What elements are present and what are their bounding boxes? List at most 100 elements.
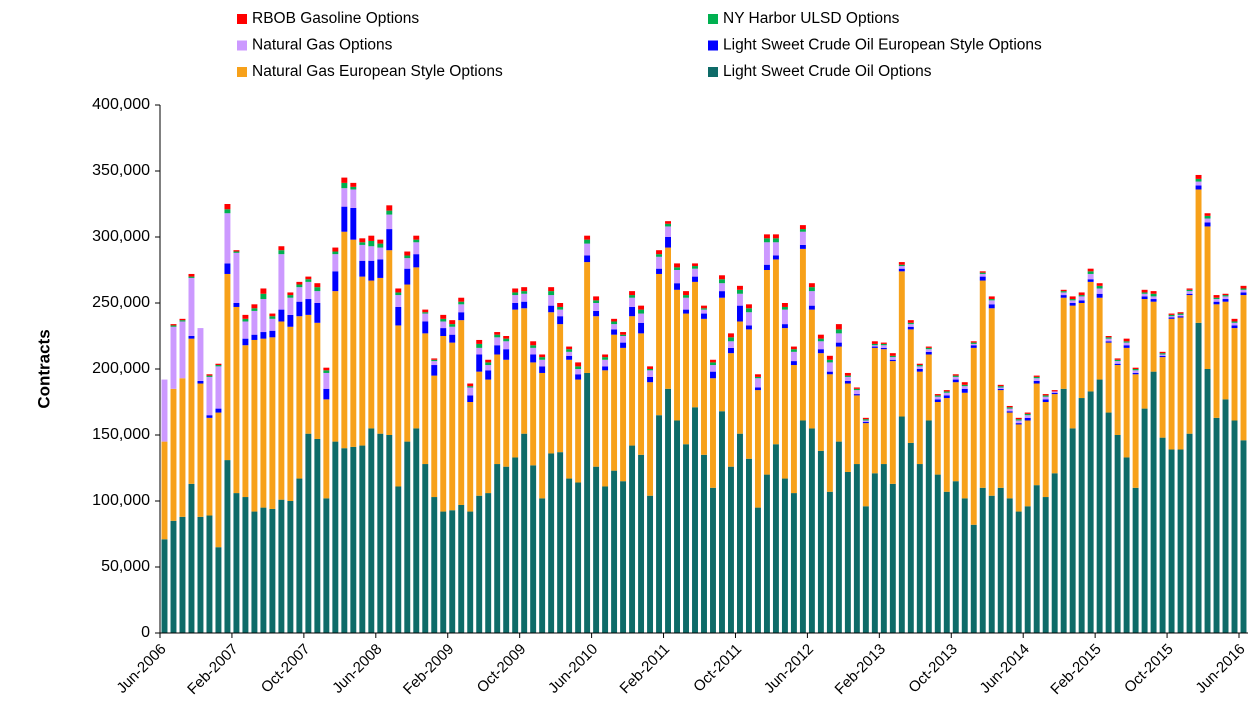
bar-segment [566, 346, 573, 350]
bar-segment [494, 354, 501, 465]
bar-segment [449, 334, 456, 343]
bar-segment [296, 284, 303, 288]
bar-segment [943, 390, 950, 392]
bar-segment [278, 321, 285, 500]
bar-segment [1132, 372, 1139, 375]
legend-swatch [708, 14, 718, 24]
bar-segment [584, 239, 591, 244]
bar-segment [862, 417, 869, 420]
bar-segment [584, 262, 591, 373]
bar-segment [431, 361, 438, 366]
bar-segment [368, 240, 375, 247]
bar-segment [458, 297, 465, 302]
bar-segment [188, 276, 195, 278]
bar-segment [638, 333, 645, 455]
bar-segment [422, 321, 429, 334]
bar-segment [988, 495, 995, 633]
bar-segment [161, 539, 168, 633]
x-tick-label: Oct-2009 [474, 641, 530, 697]
bar-segment [1060, 295, 1067, 298]
bar-segment [1168, 449, 1175, 633]
bar-segment [296, 316, 303, 479]
bar-segment [961, 392, 968, 499]
bar-segment [224, 460, 231, 633]
bar-segment [1015, 424, 1022, 512]
bar-segment [440, 511, 447, 633]
bar-segment [638, 309, 645, 314]
bar-segment [1123, 342, 1130, 346]
bar-segment [215, 363, 222, 366]
bar-segment [404, 441, 411, 633]
bar-segment [1240, 295, 1247, 441]
bar-segment [1069, 303, 1076, 306]
bar-segment [1033, 485, 1040, 633]
bar-segment [772, 444, 779, 633]
bar-segment [826, 374, 833, 492]
bar-segment [808, 305, 815, 310]
bar-segment [1132, 374, 1139, 488]
bar-segment [548, 312, 555, 454]
bar-segment [719, 275, 725, 280]
bar-segment [224, 263, 231, 274]
bar-segment [503, 349, 510, 360]
bar-segment [431, 375, 438, 498]
bar-segment [701, 305, 707, 309]
bar-segment [260, 299, 267, 333]
bar-segment [1006, 498, 1013, 633]
bar-segment [665, 247, 672, 389]
bar-segment [530, 345, 537, 348]
bar-segment [440, 336, 447, 512]
bar-segment [826, 371, 833, 375]
bar-segment [871, 346, 878, 348]
bar-segment [701, 318, 707, 455]
bar-segment [179, 378, 186, 517]
bar-segment [206, 417, 213, 516]
bar-segment [844, 375, 851, 377]
bar-segment [772, 242, 779, 256]
bar-segment [629, 297, 636, 307]
bar-segment [548, 305, 555, 313]
bar-segment [197, 380, 204, 384]
bar-segment [1078, 303, 1085, 399]
bar-segment [395, 295, 402, 307]
bar-segment [1186, 433, 1193, 633]
bar-segment [1033, 375, 1040, 377]
bar-segment [332, 291, 339, 442]
bar-segment [530, 347, 537, 355]
bar-segment [413, 242, 420, 255]
bar-segment [970, 524, 977, 633]
bar-segment [871, 347, 878, 474]
bar-segment [826, 362, 833, 372]
bar-segment [943, 395, 950, 399]
bar-segment [907, 320, 914, 323]
bar-segment [296, 287, 303, 302]
bar-segment [314, 283, 321, 288]
bar-segment [1150, 291, 1157, 294]
bar-segment [790, 349, 797, 352]
bar-segment [539, 354, 546, 358]
bar-segment [665, 388, 672, 633]
bar-segment [161, 441, 168, 540]
bar-segment [817, 341, 824, 350]
bar-segment [907, 329, 914, 443]
bar-segment [754, 378, 761, 388]
bar-segment [889, 355, 896, 358]
bar-segment [781, 478, 788, 633]
bar-segment [808, 428, 815, 633]
bar-segment [1168, 313, 1175, 315]
bar-segment [260, 288, 267, 294]
bar-segment [763, 270, 770, 475]
bar-segment [557, 452, 564, 633]
bar-segment [898, 416, 905, 633]
bar-segment [431, 358, 438, 360]
bar-segment [745, 325, 752, 330]
bar-segment [215, 412, 222, 548]
bar-segment [754, 507, 761, 633]
bar-segment [871, 345, 878, 347]
bar-segment [916, 363, 923, 366]
bar-segment [736, 433, 743, 633]
bar-segment [620, 481, 627, 633]
bar-segment [215, 365, 222, 367]
bar-segment [323, 498, 330, 633]
x-tick-label: Feb-2009 [400, 641, 457, 698]
